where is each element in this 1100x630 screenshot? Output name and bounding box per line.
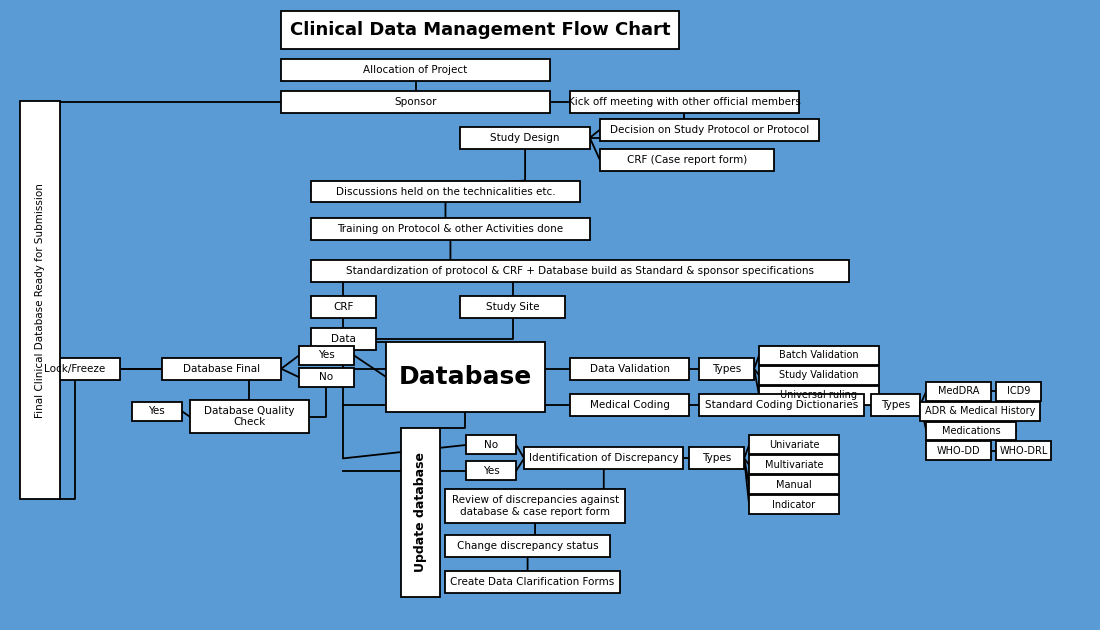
Text: Yes: Yes	[148, 406, 165, 416]
FancyBboxPatch shape	[446, 490, 625, 523]
Text: Database: Database	[398, 365, 532, 389]
Text: Indicator: Indicator	[772, 500, 815, 510]
Text: Sponsor: Sponsor	[394, 97, 437, 107]
Text: Change discrepancy status: Change discrepancy status	[456, 541, 598, 551]
Text: CRF (Case report form): CRF (Case report form)	[627, 155, 747, 164]
Text: Clinical Data Management Flow Chart: Clinical Data Management Flow Chart	[290, 21, 671, 39]
FancyBboxPatch shape	[759, 386, 879, 404]
FancyBboxPatch shape	[700, 394, 864, 416]
Text: Study Design: Study Design	[491, 133, 560, 143]
FancyBboxPatch shape	[311, 260, 849, 282]
FancyBboxPatch shape	[926, 442, 991, 461]
FancyBboxPatch shape	[600, 149, 774, 171]
FancyBboxPatch shape	[600, 119, 818, 140]
FancyBboxPatch shape	[400, 428, 440, 597]
Text: MedDRA: MedDRA	[938, 386, 979, 396]
FancyBboxPatch shape	[282, 91, 550, 113]
FancyBboxPatch shape	[759, 346, 879, 365]
Text: Allocation of Project: Allocation of Project	[363, 65, 468, 75]
Text: Identification of Discrepancy: Identification of Discrepancy	[529, 454, 679, 464]
Text: Review of discrepancies against
database & case report form: Review of discrepancies against database…	[451, 495, 618, 517]
FancyBboxPatch shape	[921, 401, 1040, 421]
FancyBboxPatch shape	[996, 382, 1041, 401]
Text: Univariate: Univariate	[769, 440, 820, 450]
FancyBboxPatch shape	[749, 435, 838, 454]
Text: Medical Coding: Medical Coding	[590, 399, 670, 410]
FancyBboxPatch shape	[189, 399, 309, 433]
Text: Types: Types	[702, 454, 732, 464]
FancyBboxPatch shape	[282, 11, 680, 49]
FancyBboxPatch shape	[299, 368, 354, 387]
Text: Medications: Medications	[942, 426, 1000, 436]
Text: ICD9: ICD9	[1006, 386, 1030, 396]
FancyBboxPatch shape	[570, 394, 690, 416]
FancyBboxPatch shape	[31, 358, 120, 380]
FancyBboxPatch shape	[749, 455, 838, 474]
FancyBboxPatch shape	[311, 181, 580, 202]
FancyBboxPatch shape	[386, 342, 544, 411]
Text: WHO-DRL: WHO-DRL	[999, 446, 1047, 456]
FancyBboxPatch shape	[996, 442, 1050, 461]
Text: Discussions held on the technicalities etc.: Discussions held on the technicalities e…	[336, 186, 556, 197]
FancyBboxPatch shape	[926, 382, 991, 401]
FancyBboxPatch shape	[926, 421, 1016, 440]
FancyBboxPatch shape	[299, 346, 354, 365]
FancyBboxPatch shape	[132, 401, 182, 421]
Text: Universal ruling: Universal ruling	[780, 390, 857, 400]
FancyBboxPatch shape	[570, 358, 690, 380]
Text: Create Data Clarification Forms: Create Data Clarification Forms	[451, 577, 615, 587]
Text: Kick off meeting with other official members: Kick off meeting with other official mem…	[568, 97, 801, 107]
Text: No: No	[484, 440, 498, 450]
FancyBboxPatch shape	[466, 435, 516, 454]
Text: Types: Types	[881, 399, 910, 410]
Text: Database Quality
Check: Database Quality Check	[205, 406, 295, 427]
FancyBboxPatch shape	[700, 358, 755, 380]
FancyBboxPatch shape	[524, 447, 683, 469]
FancyBboxPatch shape	[759, 366, 879, 385]
Text: Final Clinical Database Ready for Submission: Final Clinical Database Ready for Submis…	[35, 183, 45, 418]
FancyBboxPatch shape	[311, 296, 376, 318]
FancyBboxPatch shape	[690, 447, 744, 469]
Text: Yes: Yes	[318, 350, 334, 360]
Text: Manual: Manual	[776, 480, 812, 490]
Text: Training on Protocol & other Activities done: Training on Protocol & other Activities …	[338, 224, 563, 234]
FancyBboxPatch shape	[311, 219, 590, 240]
Text: CRF: CRF	[333, 302, 353, 312]
FancyBboxPatch shape	[466, 461, 516, 480]
Text: Database Final: Database Final	[183, 364, 260, 374]
FancyBboxPatch shape	[570, 91, 799, 113]
FancyBboxPatch shape	[20, 101, 60, 499]
FancyBboxPatch shape	[282, 59, 550, 81]
Text: Standardization of protocol & CRF + Database build as Standard & sponsor specifi: Standardization of protocol & CRF + Data…	[345, 266, 814, 276]
Text: Multivariate: Multivariate	[764, 460, 823, 470]
FancyBboxPatch shape	[162, 358, 282, 380]
FancyBboxPatch shape	[870, 394, 921, 416]
Text: ADR & Medical History: ADR & Medical History	[925, 406, 1035, 416]
Text: Standard Coding Dictionaries: Standard Coding Dictionaries	[705, 399, 858, 410]
FancyBboxPatch shape	[461, 127, 590, 149]
FancyBboxPatch shape	[446, 571, 619, 593]
Text: Data Validation: Data Validation	[590, 364, 670, 374]
FancyBboxPatch shape	[749, 495, 838, 514]
FancyBboxPatch shape	[749, 475, 838, 494]
Text: Data: Data	[331, 334, 356, 344]
FancyBboxPatch shape	[311, 328, 376, 350]
Text: Study Site: Study Site	[486, 302, 539, 312]
Text: No: No	[319, 372, 333, 382]
Text: Decision on Study Protocol or Protocol: Decision on Study Protocol or Protocol	[609, 125, 808, 135]
FancyBboxPatch shape	[461, 296, 565, 318]
Text: Study Validation: Study Validation	[779, 370, 859, 381]
FancyBboxPatch shape	[446, 535, 609, 557]
Text: WHO-DD: WHO-DD	[937, 446, 980, 456]
Text: Types: Types	[712, 364, 741, 374]
Text: Yes: Yes	[483, 466, 499, 476]
Text: Lock/Freeze: Lock/Freeze	[44, 364, 106, 374]
Text: Update database: Update database	[414, 452, 427, 572]
Text: Batch Validation: Batch Validation	[779, 350, 859, 360]
